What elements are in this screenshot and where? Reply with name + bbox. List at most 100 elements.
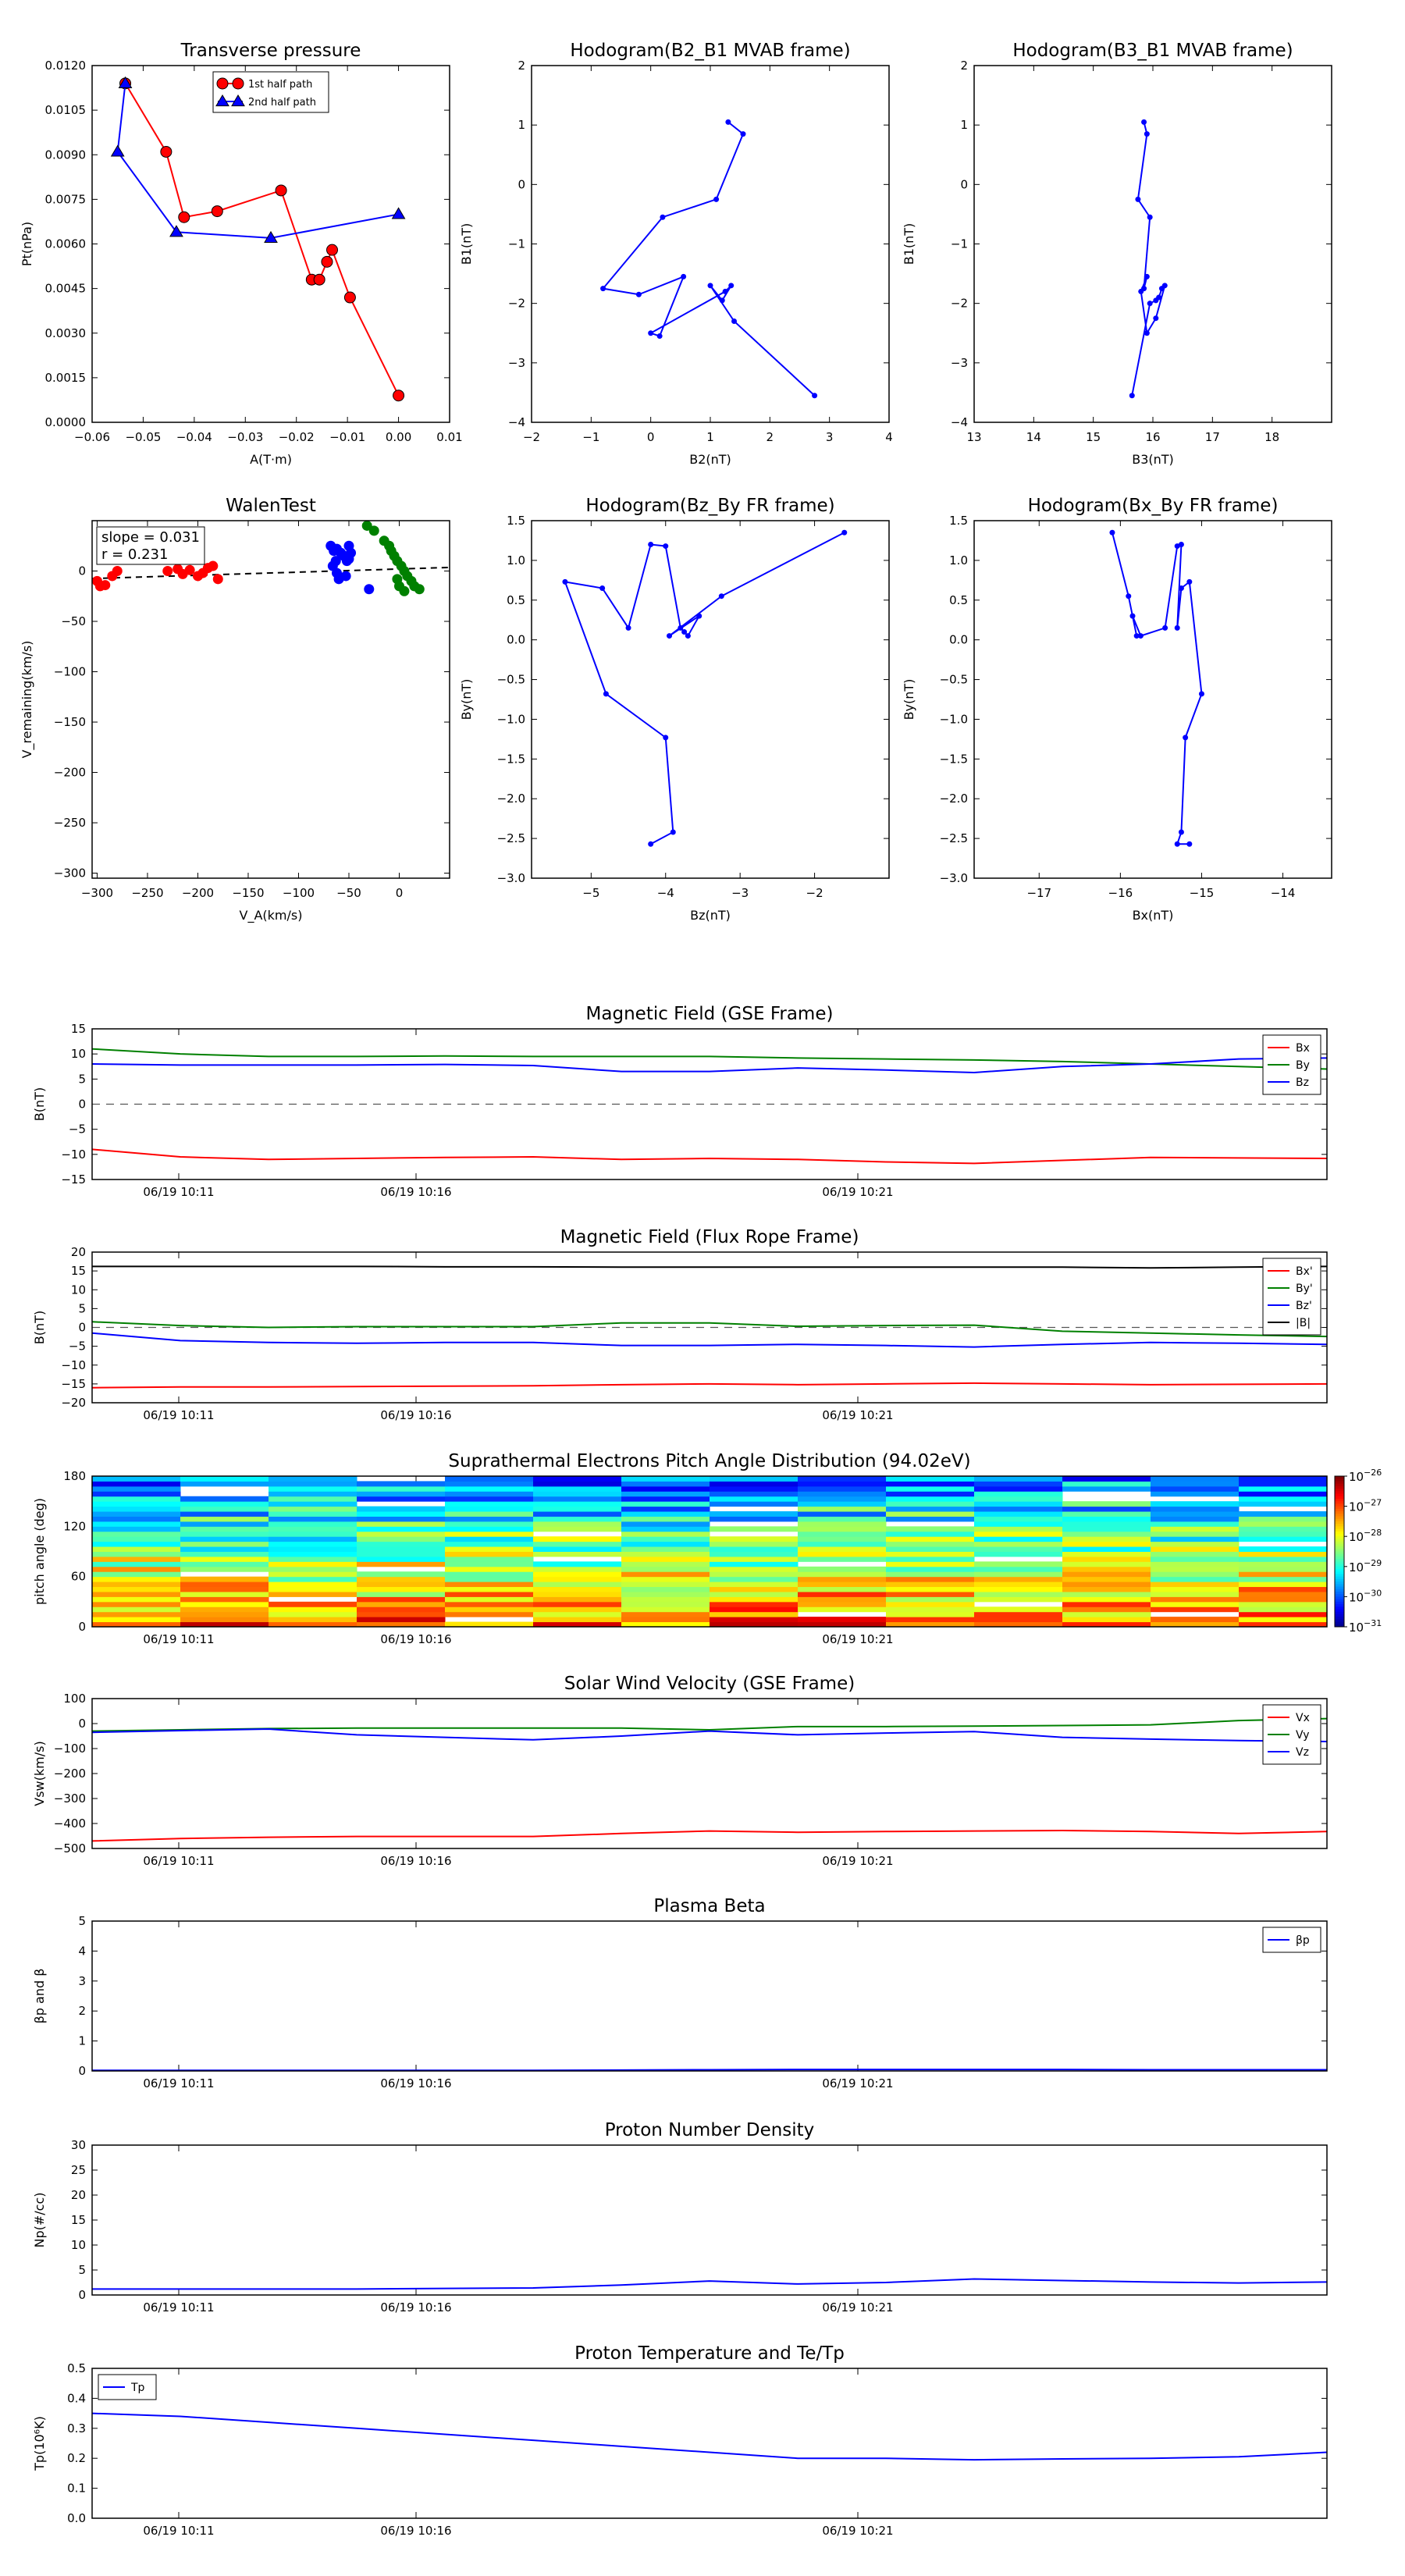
chart8-cell	[357, 1596, 446, 1603]
chart8-cell	[1062, 1621, 1151, 1628]
chart2-ytick-label: −4	[951, 415, 968, 429]
chart8-cell	[92, 1531, 181, 1537]
chart3-fit-line	[92, 566, 450, 580]
chart8-cell	[445, 1501, 534, 1507]
chart8-cell	[92, 1571, 181, 1578]
chart8-cell	[269, 1491, 357, 1497]
chart2-point	[1153, 297, 1159, 304]
chart5-ytick-label: −3.0	[940, 871, 968, 885]
chart11-ytick-label: 30	[71, 2138, 86, 2152]
chart8-ytick-label: 180	[63, 1469, 86, 1483]
chart12-ytick-label: 0.1	[67, 2482, 86, 2496]
chart8-cell	[92, 1521, 181, 1527]
chart8-cell	[1239, 1566, 1328, 1572]
chart8-ytick-label: 120	[63, 1519, 86, 1533]
chart8-colorbar-exponent: −29	[1364, 1558, 1382, 1568]
chart2-point	[1144, 330, 1150, 336]
chart8-cell	[886, 1501, 975, 1507]
chart4-ytick-label: 0.5	[507, 593, 525, 607]
chart3-point	[346, 547, 357, 558]
chart8-cell	[357, 1586, 446, 1592]
chart8-cell	[180, 1566, 269, 1572]
chart8-cell	[92, 1606, 181, 1613]
chart8-cell	[533, 1476, 622, 1482]
chart8-cell	[1151, 1526, 1240, 1532]
chart8-cell	[1151, 1546, 1240, 1552]
chart8-cell	[357, 1561, 446, 1567]
chart12-xtick-label: 06/19 10:21	[822, 2524, 893, 2538]
chart8-cell	[886, 1526, 975, 1532]
chart3-annotation: slope = 0.031	[101, 529, 200, 546]
chart8-cell	[1151, 1571, 1240, 1578]
chart3-point	[361, 521, 372, 531]
chart4-ytick-label: 1.5	[507, 514, 525, 528]
chart8-cell	[92, 1556, 181, 1562]
chart0-ytick-label: 0.0060	[45, 237, 87, 251]
chart8-cell	[798, 1541, 887, 1547]
chart8-colorbar-step	[1335, 1489, 1344, 1492]
chart8-cell	[445, 1582, 534, 1588]
chart8-cell	[1239, 1531, 1328, 1537]
chart3-frame	[91, 520, 450, 879]
chart5-xtick-label: −14	[1271, 886, 1296, 900]
chart8-cell	[92, 1485, 181, 1492]
chart8-colorbar-exponent: −31	[1364, 1618, 1382, 1628]
chart8-cell	[1062, 1516, 1151, 1522]
chart8-cell	[798, 1617, 887, 1623]
chart8-cell	[886, 1541, 975, 1547]
chart10-plot-area	[92, 2069, 1327, 2072]
chart8-cell	[798, 1601, 887, 1607]
chart9-series-2-line	[91, 1728, 1328, 1743]
chart0-xtick-label: 0.01	[436, 430, 462, 444]
chart5-ytick-label: 1.5	[949, 514, 968, 528]
chart8-cell	[533, 1536, 622, 1542]
chart2-title: Hodogram(B3_B1 MVAB frame)	[1012, 41, 1293, 61]
chart8-cell	[621, 1601, 710, 1607]
chart0-title: Transverse pressure	[180, 41, 361, 61]
chart7-ytick-label: 20	[71, 1245, 86, 1259]
chart8-cell	[357, 1531, 446, 1537]
chart8-cell	[445, 1491, 534, 1497]
chart4-point	[678, 624, 684, 631]
chart1-ylabel: B1(nT)	[459, 223, 474, 265]
chart8-cell	[1151, 1582, 1240, 1588]
chart2-point	[1144, 131, 1150, 137]
chart10-xtick-label: 06/19 10:11	[143, 2076, 214, 2090]
chart2-ytick-label: −3	[951, 356, 968, 370]
chart7-ytick-label: 15	[71, 1264, 86, 1278]
chart8-cell	[92, 1582, 181, 1588]
chart8-cell	[533, 1511, 622, 1517]
chart4-xlabel: Bz(nT)	[690, 908, 731, 923]
chart8-cell	[92, 1526, 181, 1532]
chart8-cell	[1062, 1611, 1151, 1617]
chart8-ylabel: pitch angle (deg)	[32, 1498, 47, 1605]
chart8-cell	[357, 1491, 446, 1497]
chart8-cell	[180, 1536, 269, 1542]
chart1-xtick-label: 2	[767, 430, 774, 444]
chart2-series-0-line	[1131, 122, 1167, 396]
chart8-cell	[886, 1561, 975, 1567]
chart1-point	[728, 283, 735, 289]
chart8-cell	[533, 1601, 622, 1607]
chart7-legend-label: By'	[1296, 1283, 1313, 1295]
chart8-cell	[886, 1556, 975, 1562]
chart3-point	[212, 574, 223, 585]
chart4-ytick-label: −0.5	[497, 673, 525, 687]
chart1-ytick-label: −3	[508, 356, 525, 370]
chart8-cell	[269, 1481, 357, 1487]
chart10-ytick-label: 0	[78, 2064, 86, 2078]
chart8-cell	[1239, 1591, 1328, 1597]
chart8-cell	[1239, 1611, 1328, 1617]
chart0-ytick-label: 0.0045	[45, 282, 87, 296]
chart8-cell	[92, 1476, 181, 1482]
chart8-cell	[886, 1546, 975, 1552]
chart8-cell	[1151, 1506, 1240, 1512]
chart8-colorbar-step	[1335, 1508, 1344, 1512]
chart0-ytick-label: 0.0120	[45, 59, 87, 73]
chart8-cell	[886, 1506, 975, 1512]
chart8-cell	[269, 1566, 357, 1572]
chart8-cell	[621, 1621, 710, 1628]
chart8-cell	[621, 1611, 710, 1617]
chart8-cell	[974, 1576, 1063, 1582]
chart1-xtick-label: −1	[582, 430, 599, 444]
